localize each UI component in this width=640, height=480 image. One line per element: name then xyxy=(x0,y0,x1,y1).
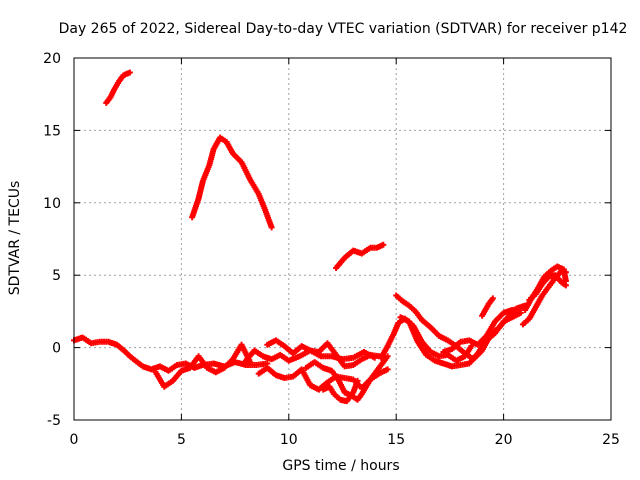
data-point xyxy=(562,282,569,289)
series-arc-b xyxy=(189,134,275,231)
data-point xyxy=(247,359,254,366)
data-point xyxy=(384,353,391,360)
series-arc-c xyxy=(333,241,387,271)
series-arc-p xyxy=(519,267,569,328)
data-point xyxy=(380,241,387,248)
y-tick-label: 15 xyxy=(43,123,61,139)
x-tick-label: 15 xyxy=(387,432,405,448)
x-tick-label: 10 xyxy=(280,432,298,448)
series-arc-o xyxy=(479,295,496,319)
plot-frame xyxy=(73,57,612,421)
data-point xyxy=(384,366,391,373)
data-point xyxy=(354,377,361,384)
y-tick-label: 0 xyxy=(52,341,61,357)
data-point xyxy=(126,69,133,76)
x-axis-label: GPS time / hours xyxy=(282,458,399,474)
data-point xyxy=(268,224,275,231)
series-arc-r xyxy=(526,272,569,303)
series-arc-m xyxy=(397,309,524,370)
axes: 0 5 10 15 20 25 -5 0 5 10 15 20 xyxy=(43,51,620,448)
series-arc-n xyxy=(440,305,524,355)
data-point xyxy=(489,295,496,302)
series-arc-j xyxy=(320,377,361,405)
x-tick-label: 5 xyxy=(177,432,186,448)
series-arc-d xyxy=(71,334,271,374)
y-tick-label: 10 xyxy=(43,196,61,212)
data-markers xyxy=(71,69,569,405)
chart-title: Day 265 of 2022, Sidereal Day-to-day VTE… xyxy=(59,21,628,37)
data-point xyxy=(517,305,524,312)
x-tick-label: 25 xyxy=(602,432,620,448)
series-arc-h xyxy=(264,337,383,370)
x-tick-label: 20 xyxy=(495,432,513,448)
y-tick-label: 5 xyxy=(52,268,61,284)
y-tick-label: 20 xyxy=(43,51,61,67)
x-tick-label: 0 xyxy=(70,432,79,448)
y-axis-label: SDTVAR / TECUs xyxy=(7,181,23,296)
y-tick-label: -5 xyxy=(47,413,61,429)
series-arc-a xyxy=(103,69,133,106)
